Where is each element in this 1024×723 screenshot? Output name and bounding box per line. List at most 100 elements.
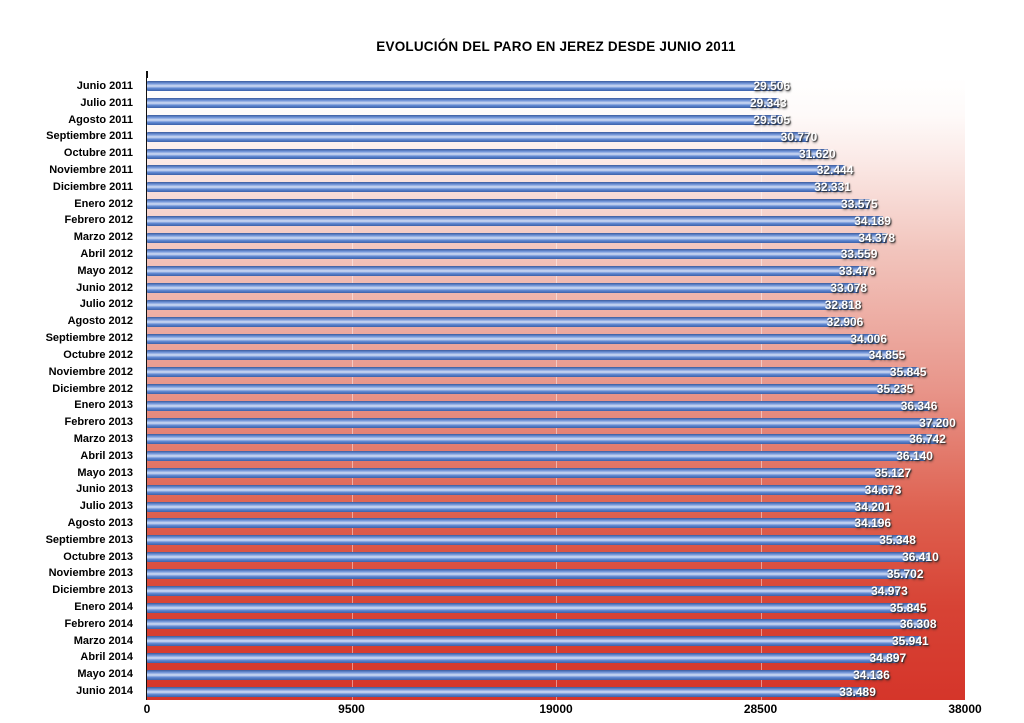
bar-row: 35.127 [147, 465, 965, 482]
category-label: Abril 2014 [80, 651, 133, 664]
bar: 33.559 [147, 247, 877, 261]
bar-value-label: 33.078 [830, 281, 868, 296]
x-tick-label: 9500 [338, 702, 365, 716]
bar-row: 35.348 [147, 532, 965, 549]
bar-value-label: 29.343 [749, 96, 787, 111]
chart-title: EVOLUCIÓN DEL PARO EN JEREZ DESDE JUNIO … [376, 39, 736, 54]
bar-row: 33.575 [147, 196, 965, 213]
bar-row: 32.818 [147, 297, 965, 314]
bar: 34.855 [147, 348, 905, 362]
bar: 32.906 [147, 315, 863, 329]
category-label: Abril 2013 [80, 449, 133, 462]
bar: 34.973 [147, 584, 908, 598]
category-label: Septiembre 2012 [45, 332, 133, 345]
bar: 32.331 [147, 180, 851, 194]
bar-value-label: 30.770 [780, 129, 818, 144]
bar: 34.189 [147, 214, 891, 228]
bar-value-label: 32.906 [826, 314, 864, 329]
bar-value-label: 37.200 [919, 415, 956, 430]
category-label: Febrero 2014 [64, 617, 133, 630]
bar-row: 34.897 [147, 650, 965, 667]
bar-value-label: 35.127 [874, 466, 912, 481]
bar-row: 36.140 [147, 448, 965, 465]
bar-value-label: 32.818 [824, 297, 862, 312]
category-label: Julio 2012 [79, 298, 133, 311]
bar: 34.196 [147, 516, 891, 530]
bar: 35.235 [147, 382, 913, 396]
bar-value-label: 36.742 [909, 432, 946, 447]
bar-row: 31.620 [147, 145, 965, 162]
category-label: Mayo 2013 [77, 466, 133, 479]
bars-layer: 29.506 29.343 29.505 30.770 31.620 32.444 32.3… [147, 78, 965, 700]
bar: 29.506 [147, 79, 790, 93]
plot-area: 29.506 29.343 29.505 30.770 31.620 32.444 32.3… [147, 78, 965, 700]
bar: 34.897 [147, 651, 906, 665]
category-label: Junio 2012 [76, 281, 133, 294]
bar-row: 34.189 [147, 212, 965, 229]
bar-value-label: 35.235 [876, 381, 914, 396]
bar-row: 29.505 [147, 112, 965, 129]
bar-value-label: 34.855 [868, 348, 906, 363]
bar: 33.575 [147, 197, 878, 211]
bar: 29.505 [147, 113, 790, 127]
bar-row: 35.702 [147, 566, 965, 583]
bar: 36.308 [147, 617, 937, 631]
bar: 37.200 [147, 416, 956, 430]
bar: 29.343 [147, 96, 787, 110]
category-label: Enero 2013 [74, 399, 133, 412]
bar-row: 33.476 [147, 263, 965, 280]
bar-value-label: 33.489 [839, 684, 876, 699]
bar-row: 37.200 [147, 414, 965, 431]
category-label: Febrero 2012 [64, 214, 133, 227]
bar-row: 29.506 [147, 78, 965, 95]
category-label: Diciembre 2012 [52, 382, 133, 395]
category-label: Noviembre 2011 [49, 163, 133, 176]
bar: 33.078 [147, 281, 867, 295]
bar-row: 34.378 [147, 229, 965, 246]
category-label: Octubre 2011 [63, 147, 133, 160]
bar: 35.348 [147, 533, 916, 547]
bar-value-label: 35.941 [891, 634, 929, 649]
category-label: Junio 2013 [76, 483, 133, 496]
bar: 32.818 [147, 298, 861, 312]
bar-row: 32.906 [147, 313, 965, 330]
category-label: Diciembre 2013 [52, 584, 133, 597]
category-label: Octubre 2012 [63, 348, 133, 361]
bar: 34.673 [147, 483, 901, 497]
bar: 35.845 [147, 365, 927, 379]
bar-row: 33.489 [147, 683, 965, 700]
bar-value-label: 34.136 [853, 667, 890, 682]
category-label: Julio 2011 [80, 96, 133, 109]
bar-value-label: 35.702 [886, 566, 924, 581]
bar-value-label: 34.189 [854, 213, 891, 228]
bar-value-label: 33.575 [841, 197, 878, 212]
bar-value-label: 34.201 [854, 499, 892, 514]
bar: 35.127 [147, 466, 911, 480]
bar: 36.742 [147, 432, 946, 446]
bar-value-label: 36.346 [900, 398, 938, 413]
bar-value-label: 33.559 [840, 247, 878, 262]
bar-row: 33.559 [147, 246, 965, 263]
bar-row: 35.941 [147, 633, 965, 650]
category-label: Noviembre 2013 [48, 567, 133, 580]
bar-value-label: 36.308 [899, 617, 937, 632]
bar: 35.845 [147, 601, 927, 615]
x-tick-label: 0 [143, 702, 151, 716]
bar-row: 36.308 [147, 616, 965, 633]
category-label: Abril 2012 [80, 248, 133, 260]
bar-row: 35.845 [147, 364, 965, 381]
bar-row: 34.201 [147, 498, 965, 515]
bar-value-label: 36.140 [896, 449, 933, 464]
bar: 35.702 [147, 567, 924, 581]
bar-value-label: 29.505 [753, 113, 791, 127]
category-label: Agosto 2011 [68, 113, 133, 126]
category-label: Octubre 2013 [63, 550, 133, 563]
bar-value-label: 32.444 [816, 163, 854, 178]
bar: 30.770 [147, 130, 817, 144]
x-tick-label: 28500 [743, 702, 778, 716]
category-label: Diciembre 2011 [52, 180, 133, 193]
bar: 34.201 [147, 500, 891, 514]
category-label: Marzo 2014 [73, 634, 133, 647]
category-label: Julio 2013 [79, 500, 133, 513]
category-label: Mayo 2014 [77, 668, 133, 681]
